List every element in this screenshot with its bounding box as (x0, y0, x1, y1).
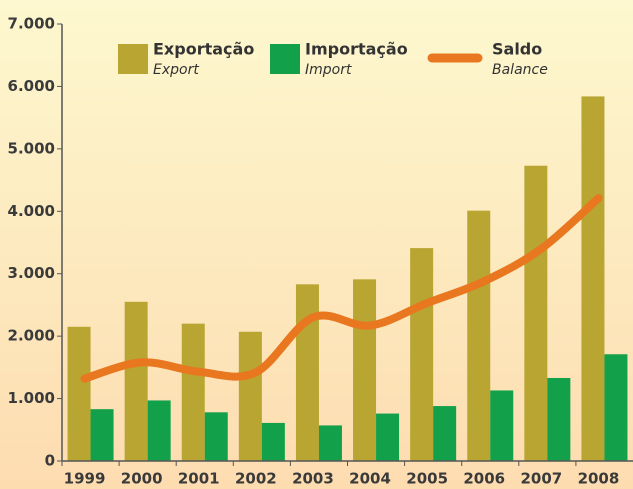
line (80, 194, 603, 383)
bar (547, 377, 571, 461)
legend-label-en: Export (153, 62, 199, 78)
legend-label-en: Import (305, 62, 352, 78)
bar (261, 422, 285, 461)
bar (376, 413, 400, 461)
x-tick-label: 1999 (64, 470, 106, 488)
bar (581, 96, 605, 461)
legend-label-en: Balance (492, 62, 548, 78)
y-tick-label: 2.000 (8, 327, 55, 345)
bar (433, 406, 457, 461)
bar (490, 390, 514, 461)
bar (467, 210, 491, 461)
x-tick-label: 2000 (121, 470, 163, 488)
legend-swatch (270, 44, 300, 74)
bar (353, 279, 377, 461)
x-tick-label: 2004 (349, 470, 391, 488)
y-tick-label: 4.000 (8, 202, 55, 220)
bar (147, 400, 171, 461)
x-tick-label: 2007 (520, 470, 562, 488)
bar (90, 409, 114, 461)
legend-label: Importação (305, 40, 408, 59)
bar (204, 412, 228, 461)
y-tick-label: 7.000 (8, 15, 55, 33)
bar (181, 323, 205, 461)
x-tick-label: 2008 (578, 470, 620, 488)
y-tick-label: 1.000 (8, 389, 55, 407)
x-tick-label: 2001 (178, 470, 220, 488)
y-tick-label: 3.000 (8, 264, 55, 282)
bar (67, 326, 91, 461)
legend-label: Saldo (492, 40, 542, 59)
bar (238, 331, 262, 461)
y-tick-label: 6.000 (8, 77, 55, 95)
bar (410, 248, 434, 461)
y-tick-label: 0 (45, 452, 55, 470)
legend-label: Exportação (153, 40, 254, 59)
x-tick-label: 2006 (463, 470, 505, 488)
bar (524, 165, 548, 461)
bar (295, 284, 319, 461)
x-tick-label: 2003 (292, 470, 334, 488)
x-tick-label: 2002 (235, 470, 277, 488)
bar (318, 425, 342, 461)
legend-swatch (118, 44, 148, 74)
bar (124, 301, 148, 461)
x-tick-label: 2005 (406, 470, 448, 488)
bar (604, 354, 628, 461)
y-tick-label: 5.000 (8, 139, 55, 157)
